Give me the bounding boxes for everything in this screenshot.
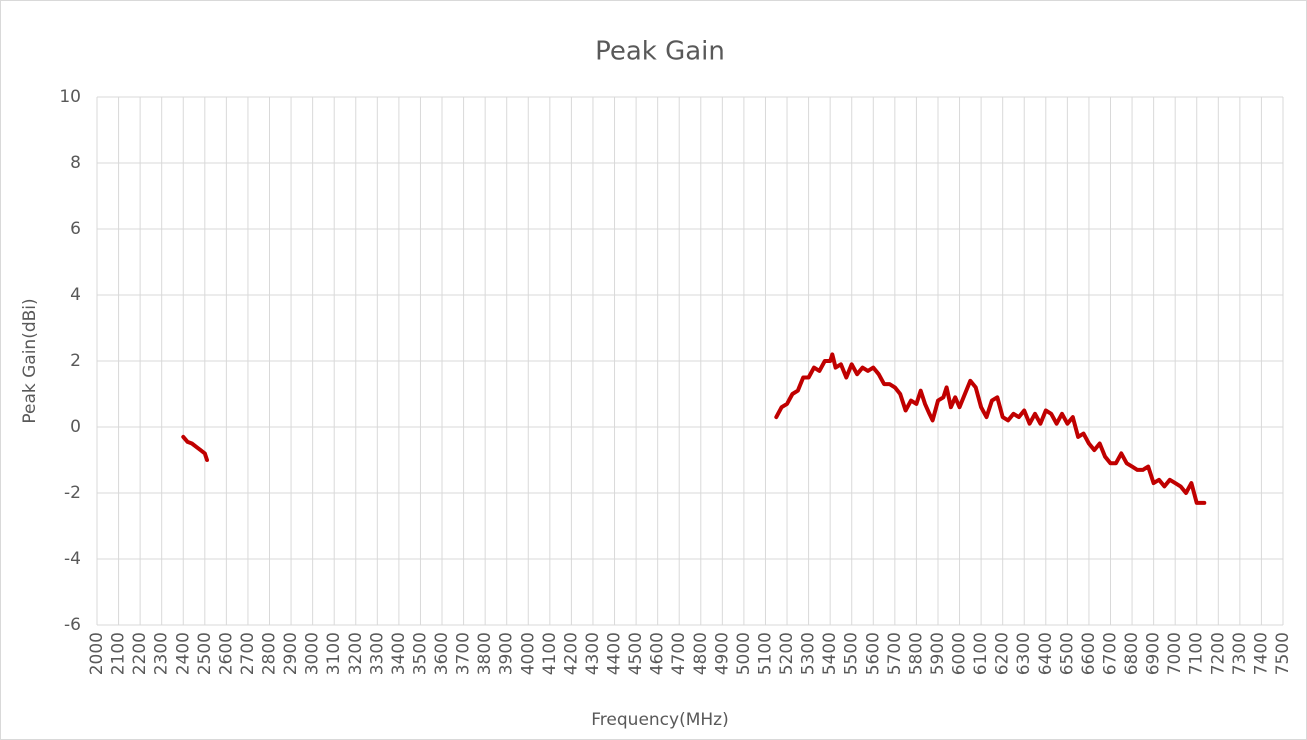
x-tick-label: 3500	[410, 632, 430, 675]
x-tick-label: 2200	[130, 632, 150, 675]
y-tick-label: 4	[70, 285, 81, 305]
x-tick-label: 6900	[1144, 632, 1164, 675]
x-tick-label: 6700	[1100, 632, 1120, 675]
x-tick-label: 2400	[173, 632, 193, 675]
x-tick-label: 3700	[454, 632, 474, 675]
x-tick-label: 7000	[1165, 632, 1185, 675]
x-tick-label: 2000	[87, 632, 107, 675]
x-tick-label: 5600	[863, 632, 883, 675]
x-tick-label: 2900	[281, 632, 301, 675]
chart-title: Peak Gain	[595, 37, 725, 67]
x-tick-label: 4300	[583, 632, 603, 675]
x-tick-label: 3400	[389, 632, 409, 675]
x-tick-label: 3100	[324, 632, 344, 675]
x-tick-label: 4000	[518, 632, 538, 675]
x-tick-label: 3800	[475, 632, 495, 675]
x-tick-label: 5400	[820, 632, 840, 675]
x-tick-label: 4800	[691, 632, 711, 675]
y-tick-label: -6	[64, 615, 81, 635]
x-tick-label: 5700	[885, 632, 905, 675]
x-tick-label: 7400	[1251, 632, 1271, 675]
x-tick-label: 5300	[799, 632, 819, 675]
x-tick-label: 2100	[109, 632, 129, 675]
x-tick-label: 6500	[1057, 632, 1077, 675]
y-tick-label: -4	[64, 549, 81, 569]
x-tick-label: 7200	[1208, 632, 1228, 675]
y-tick-label: 6	[70, 219, 81, 239]
x-tick-label: 6400	[1036, 632, 1056, 675]
x-tick-label: 3600	[432, 632, 452, 675]
x-tick-label: 6800	[1122, 632, 1142, 675]
x-tick-label: 3300	[367, 632, 387, 675]
x-tick-label: 5500	[842, 632, 862, 675]
x-tick-label: 7500	[1273, 632, 1293, 675]
x-tick-label: 6300	[1014, 632, 1034, 675]
x-tick-label: 7100	[1187, 632, 1207, 675]
x-tick-label: 4600	[648, 632, 668, 675]
x-tick-label: 2300	[152, 632, 172, 675]
x-tick-label: 6100	[971, 632, 991, 675]
y-tick-label: 2	[70, 351, 81, 371]
y-tick-label: -2	[64, 483, 81, 503]
y-tick-label: 0	[70, 417, 81, 437]
y-axis-label: Peak Gain(dBi)	[20, 298, 40, 423]
x-tick-label: 6600	[1079, 632, 1099, 675]
x-tick-label: 4400	[605, 632, 625, 675]
x-tick-label: 6200	[993, 632, 1013, 675]
y-tick-label: 8	[70, 153, 81, 173]
x-tick-label: 4500	[626, 632, 646, 675]
x-tick-label: 2800	[260, 632, 280, 675]
x-tick-label: 4900	[712, 632, 732, 675]
x-tick-label: 4700	[669, 632, 689, 675]
line-series	[181, 352, 1207, 505]
y-tick-label: 10	[59, 87, 81, 107]
x-tick-label: 3200	[346, 632, 366, 675]
x-tick-label: 5000	[734, 632, 754, 675]
x-tick-label: 5100	[755, 632, 775, 675]
x-tick-label: 5800	[906, 632, 926, 675]
x-tick-label: 5200	[777, 632, 797, 675]
x-tick-label: 2500	[195, 632, 215, 675]
x-tick-label: 2600	[216, 632, 236, 675]
x-tick-label: 5900	[928, 632, 948, 675]
x-tick-label: 3900	[497, 632, 517, 675]
x-tick-label: 4100	[540, 632, 560, 675]
x-axis-label: Frequency(MHz)	[591, 710, 728, 730]
x-tick-label: 7300	[1230, 632, 1250, 675]
x-tick-label: 2700	[238, 632, 258, 675]
x-tick-label: 4200	[561, 632, 581, 675]
x-tick-label: 6000	[950, 632, 970, 675]
x-tick-label: 3000	[303, 632, 323, 675]
